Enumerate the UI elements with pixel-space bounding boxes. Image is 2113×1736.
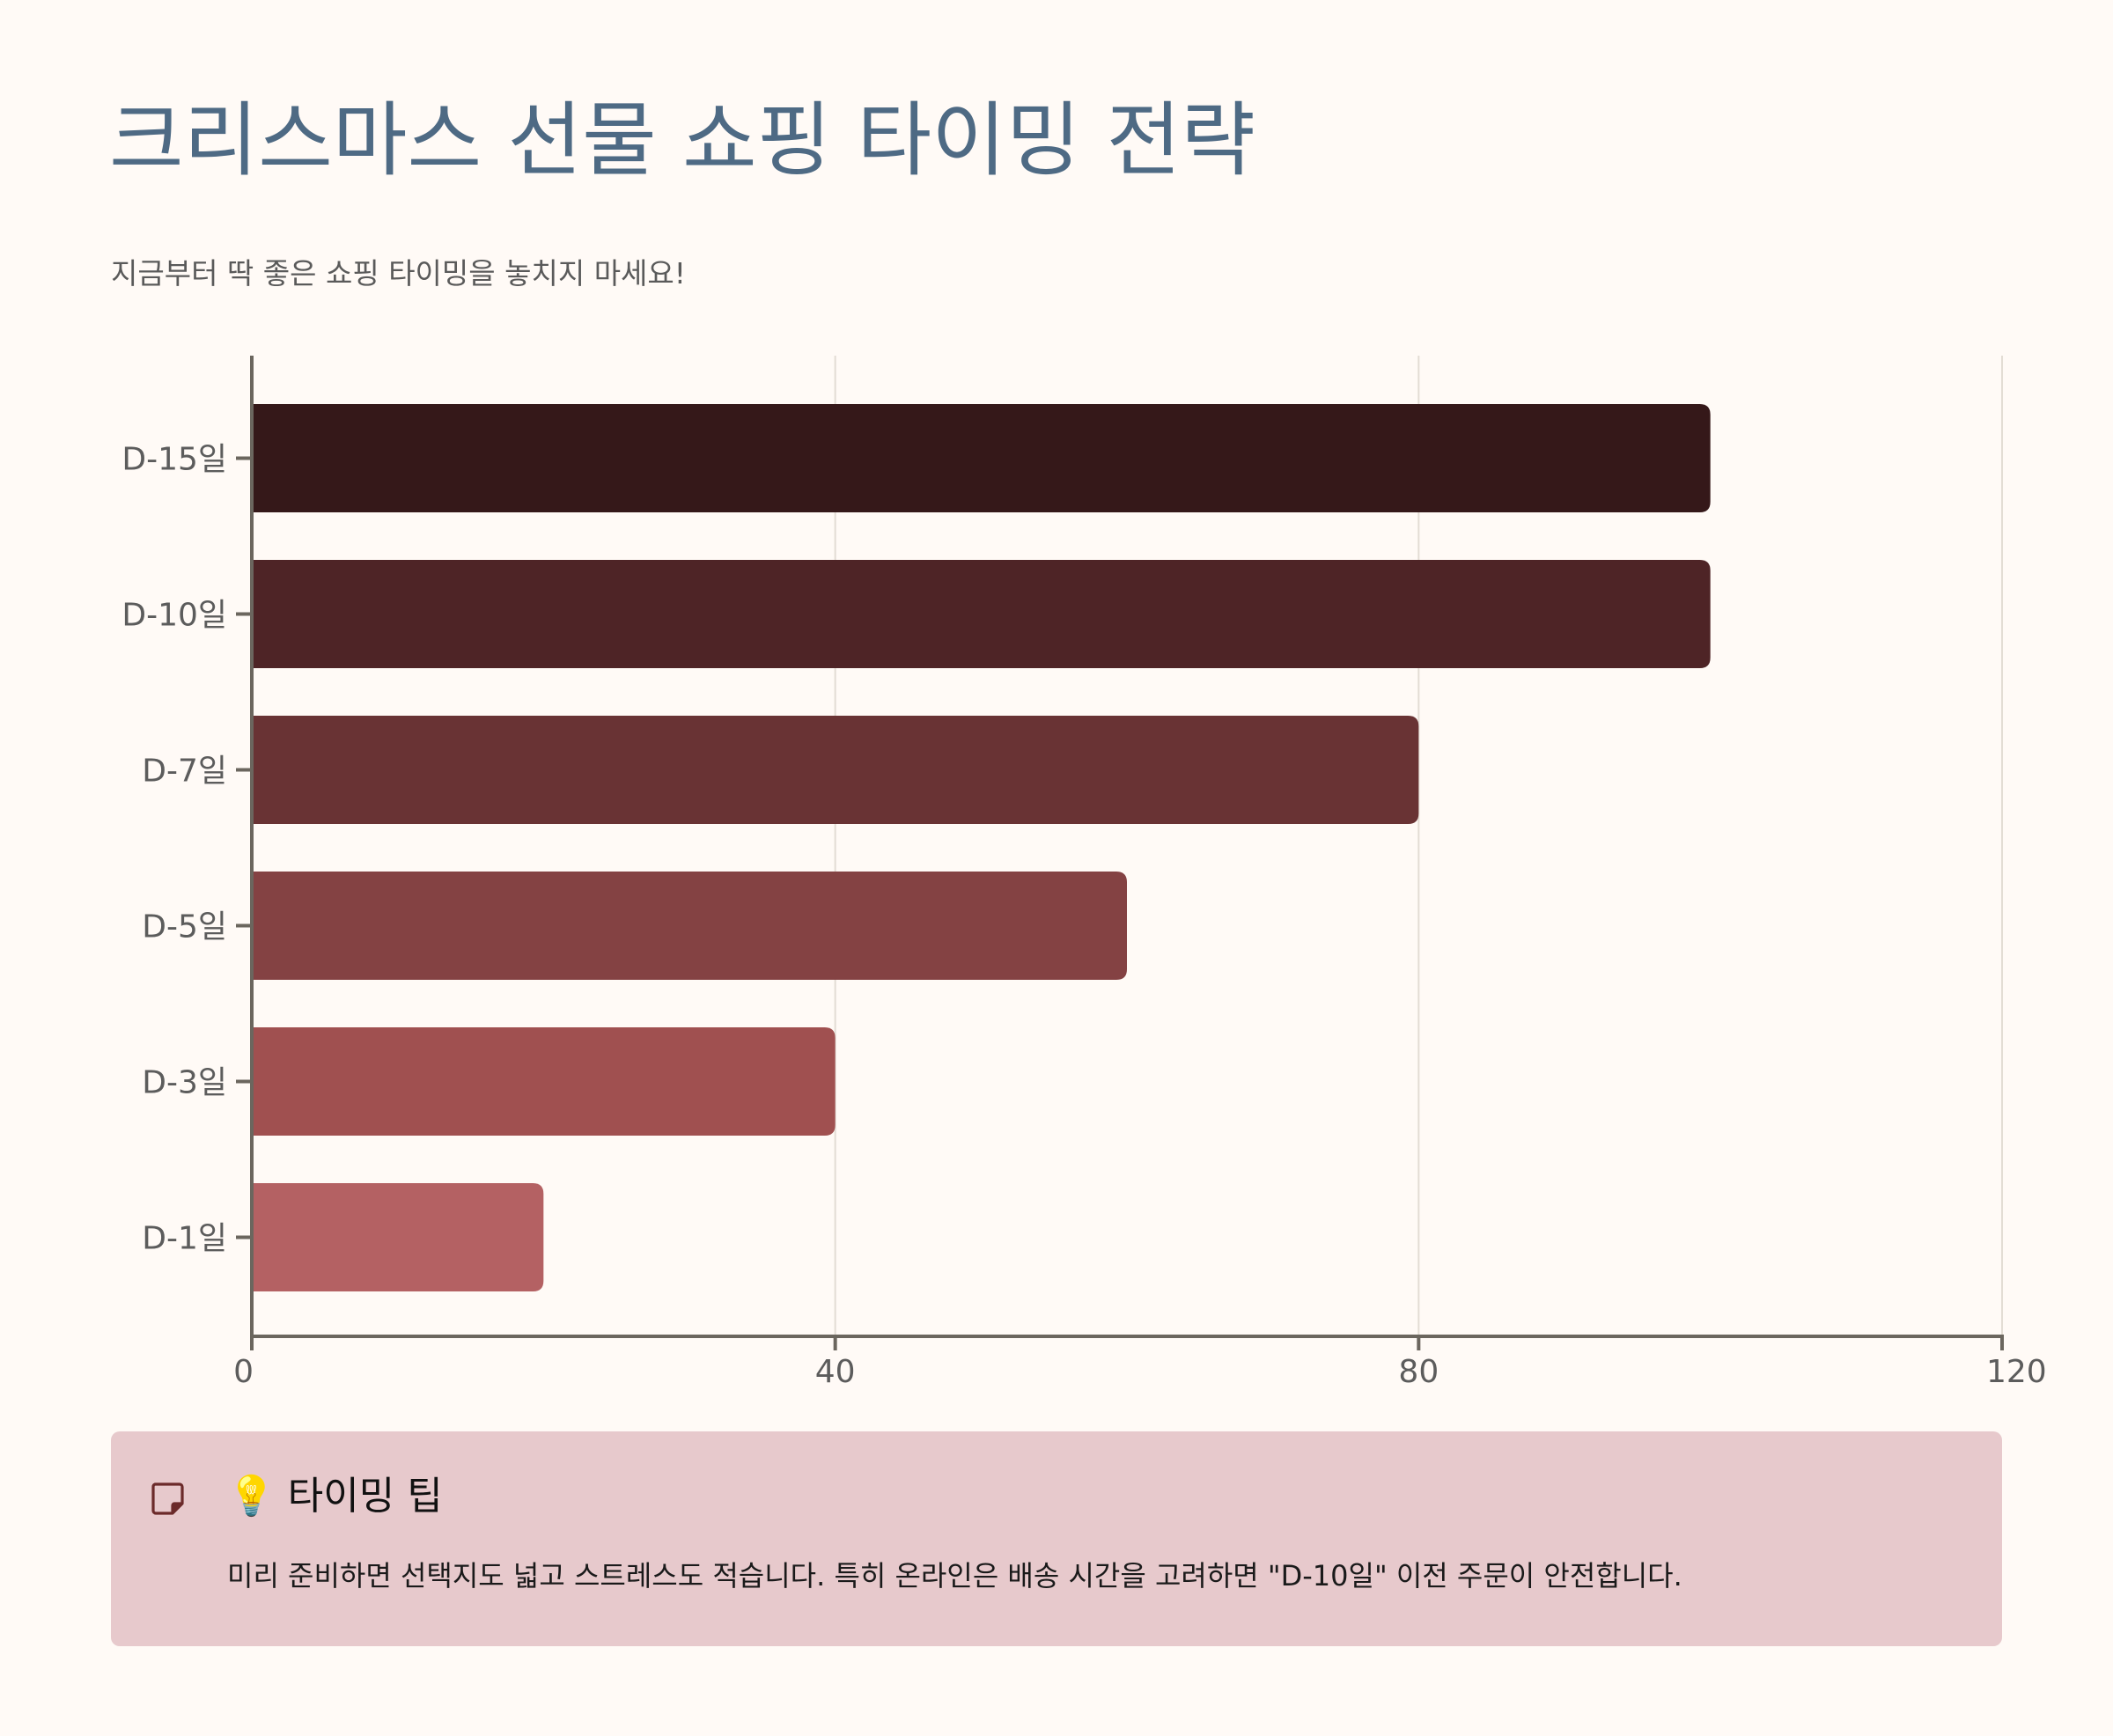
bar	[252, 1183, 544, 1291]
lightbulb-icon: 💡	[227, 1474, 276, 1519]
tip-text: 미리 준비하면 선택지도 넓고 스트레스도 적습니다. 특히 온라인은 배송 시…	[227, 1559, 1682, 1593]
x-tick-label: 40	[815, 1354, 856, 1390]
y-tick-label: D-3일	[142, 1065, 227, 1101]
bar	[252, 872, 1127, 980]
y-tick-label: D-1일	[142, 1221, 227, 1257]
y-tick-label: D-7일	[142, 754, 227, 790]
tip-box: 💡 타이밍 팁 미리 준비하면 선택지도 넓고 스트레스도 적습니다. 특히 온라…	[111, 1431, 2002, 1646]
bar	[252, 1027, 836, 1136]
tip-title-text: 타이밍 팁	[287, 1474, 443, 1519]
y-tick-label: D-5일	[142, 909, 227, 945]
x-tick-label: 80	[1398, 1354, 1439, 1390]
y-tick-label: D-10일	[121, 598, 227, 634]
sticky-note-icon	[151, 1482, 184, 1515]
page-subtitle: 지금부터 딱 좋은 쇼핑 타이밍을 놓치지 마세요!	[111, 256, 687, 291]
y-tick-label: D-15일	[121, 442, 227, 478]
bar-chart: D-15일 D-10일 D-7일 D-5일 D-3일 D-1일 0 40 80 120	[121, 356, 2047, 1390]
tip-title: 💡 타이밍 팁	[227, 1470, 443, 1523]
bar	[252, 716, 1419, 824]
x-tick-label: 120	[1986, 1354, 2047, 1390]
bar	[252, 560, 1711, 668]
bar	[252, 404, 1711, 512]
page-title: 크리스마스 선물 쇼핑 타이밍 전략	[109, 93, 1255, 188]
x-tick-label: 0	[233, 1354, 254, 1390]
